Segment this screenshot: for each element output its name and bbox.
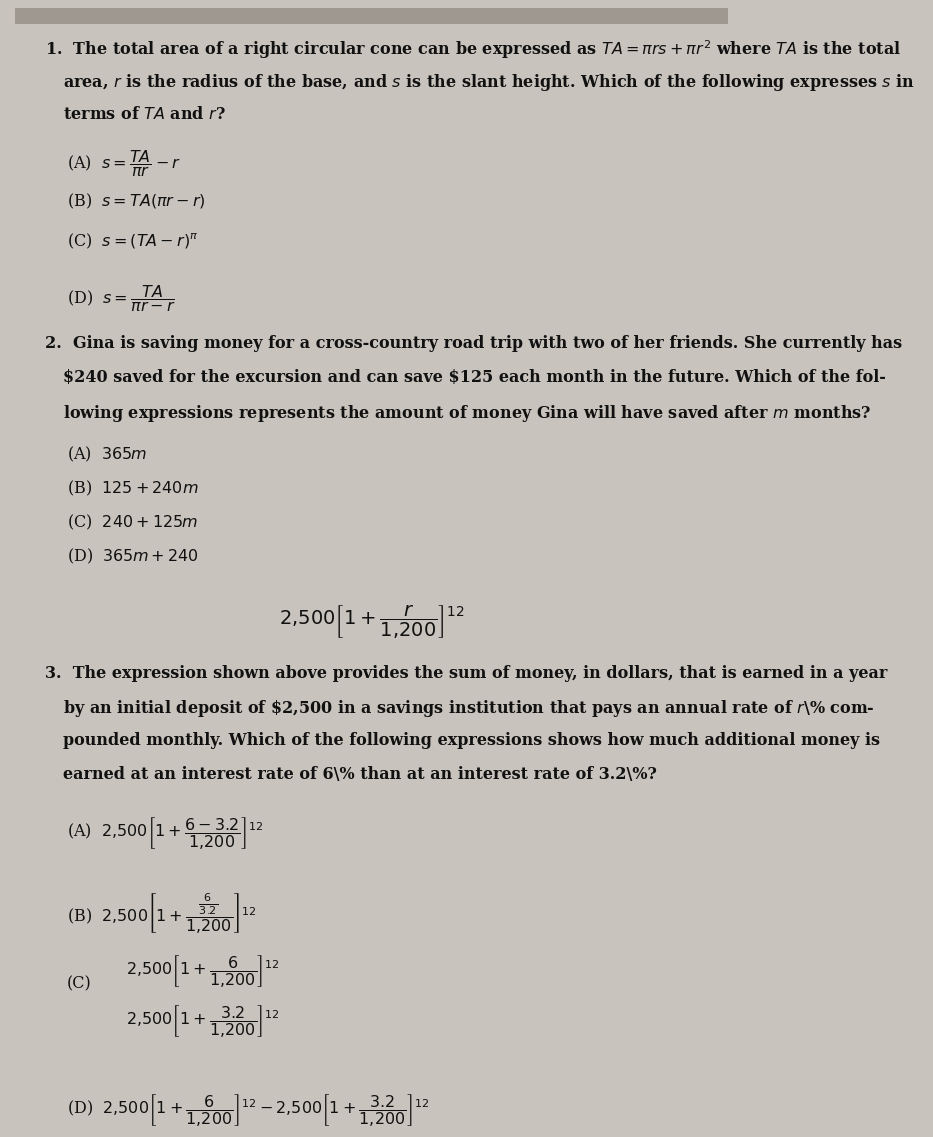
Text: pounded monthly. Which of the following expressions shows how much additional mo: pounded monthly. Which of the following … <box>63 732 880 749</box>
Text: (C)  $s = (TA - r)^{\pi}$: (C) $s = (TA - r)^{\pi}$ <box>67 232 198 251</box>
Text: $2{,}500\left[1 + \dfrac{3.2}{1{,}200}\right]^{12}$: $2{,}500\left[1 + \dfrac{3.2}{1{,}200}\r… <box>126 1003 280 1039</box>
Text: \$240 saved for the excursion and can save \$125 each month in the future. Which: \$240 saved for the excursion and can sa… <box>63 370 886 387</box>
Text: (A)  $2{,}500\left[1 + \dfrac{6-3.2}{1{,}200}\right]^{12}$: (A) $2{,}500\left[1 + \dfrac{6-3.2}{1{,}… <box>67 815 263 850</box>
FancyBboxPatch shape <box>15 8 728 24</box>
Text: (D)  $2{,}500\left[1 + \dfrac{6}{1{,}200}\right]^{12} - 2{,}500\left[1 + \dfrac{: (D) $2{,}500\left[1 + \dfrac{6}{1{,}200}… <box>67 1092 429 1128</box>
Text: $2{,}500\left[1 + \dfrac{r}{1{,}200}\right]^{12}$: $2{,}500\left[1 + \dfrac{r}{1{,}200}\rig… <box>279 604 464 641</box>
Text: lowing expressions represents the amount of money Gina will have saved after $m$: lowing expressions represents the amount… <box>63 402 871 424</box>
Text: (B)  $2{,}500\left[1 + \dfrac{\,\frac{6}{3.2}\,}{1{,}200}\right]^{12}$: (B) $2{,}500\left[1 + \dfrac{\,\frac{6}{… <box>67 891 257 936</box>
Text: (B)  $125 + 240m$: (B) $125 + 240m$ <box>67 479 199 498</box>
Text: by an initial deposit of \$2,500 in a savings institution that pays an annual ra: by an initial deposit of \$2,500 in a sa… <box>63 698 874 720</box>
Text: (A)  $365m$: (A) $365m$ <box>67 445 147 464</box>
Text: 3.  The expression shown above provides the sum of money, in dollars, that is ea: 3. The expression shown above provides t… <box>45 665 887 681</box>
Text: $2{,}500\left[1 + \dfrac{6}{1{,}200}\right]^{12}$: $2{,}500\left[1 + \dfrac{6}{1{,}200}\rig… <box>126 954 280 989</box>
Text: area, $r$ is the radius of the base, and $s$ is the slant height. Which of the f: area, $r$ is the radius of the base, and… <box>63 72 915 93</box>
Text: 1.  The total area of a right circular cone can be expressed as $TA = \pi rs + \: 1. The total area of a right circular co… <box>45 38 900 60</box>
Text: (A)  $s = \dfrac{TA}{\pi r} - r$: (A) $s = \dfrac{TA}{\pi r} - r$ <box>67 148 181 179</box>
Text: (D)  $365m + 240$: (D) $365m + 240$ <box>67 547 199 565</box>
Text: (C)  $240 + 125m$: (C) $240 + 125m$ <box>67 513 198 532</box>
Text: (D)  $s = \dfrac{TA}{\pi r - r}$: (D) $s = \dfrac{TA}{\pi r - r}$ <box>67 283 175 314</box>
Text: (B)  $s = TA(\pi r - r)$: (B) $s = TA(\pi r - r)$ <box>67 192 205 211</box>
Text: 2.  Gina is saving money for a cross-country road trip with two of her friends. : 2. Gina is saving money for a cross-coun… <box>45 335 901 352</box>
Text: terms of $TA$ and $r$?: terms of $TA$ and $r$? <box>63 106 226 123</box>
Text: earned at an interest rate of 6\% than at an interest rate of 3.2\%?: earned at an interest rate of 6\% than a… <box>63 766 657 783</box>
Text: (C): (C) <box>67 976 91 993</box>
